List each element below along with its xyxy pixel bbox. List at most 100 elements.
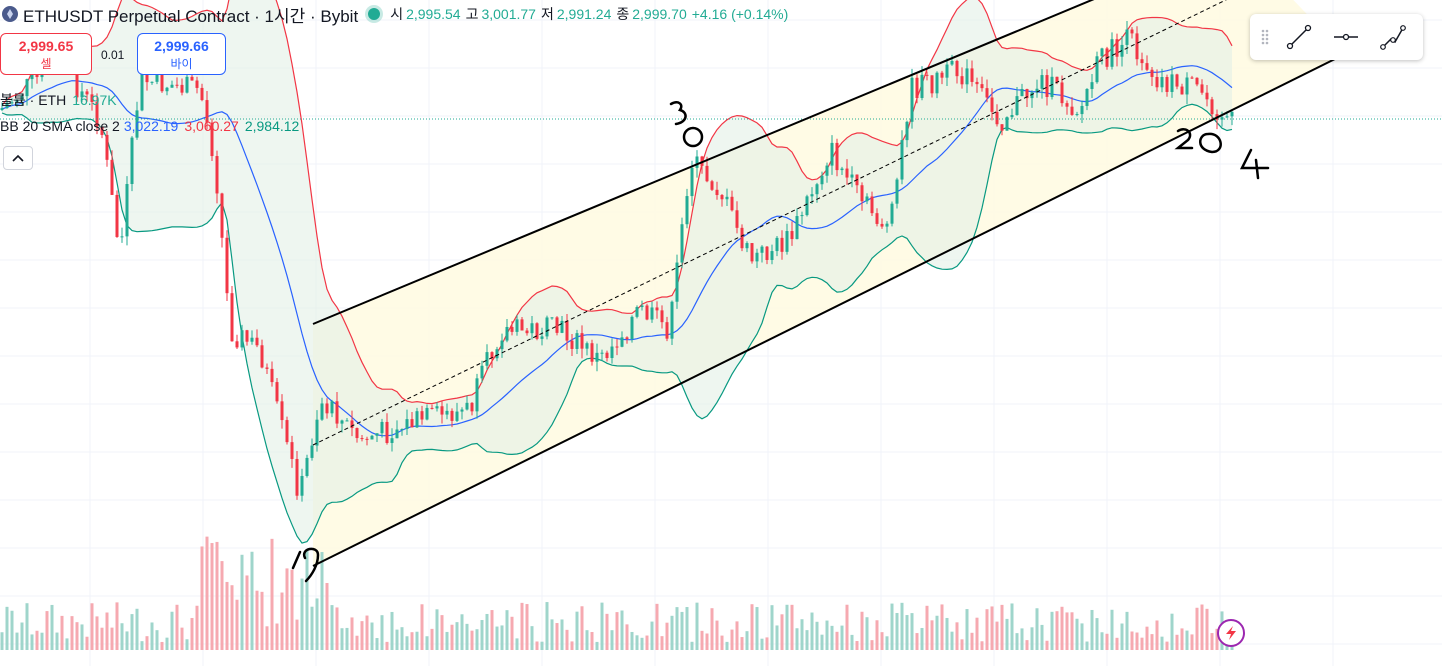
channel-upper-line (312, 0, 1095, 325)
volume-bar (750, 604, 754, 650)
bollinger-legend[interactable]: BB 20 SMA close 2 3,022.19 3,060.27 2,98… (0, 118, 299, 134)
volume-bar (140, 641, 144, 650)
candle-body (245, 330, 249, 342)
horizontal-ray-tool-button[interactable] (1324, 17, 1368, 57)
volume-bar (575, 611, 579, 650)
volume-bar (225, 581, 229, 650)
sell-button[interactable]: 2,999.65 셀 (0, 33, 92, 75)
candle-body (560, 320, 564, 333)
candle-body (505, 326, 509, 341)
volume-bar (1190, 634, 1194, 650)
volume-bar (1100, 632, 1104, 650)
volume-bar (520, 602, 524, 650)
volume-bar (155, 630, 159, 650)
candle-body (345, 420, 349, 422)
volume-bar (935, 615, 939, 650)
volume-bar (1120, 623, 1124, 650)
lightning-icon[interactable] (1217, 619, 1245, 647)
candle-body (130, 137, 134, 185)
candle-body (360, 438, 364, 440)
candle-body (660, 310, 664, 323)
candle-body (330, 401, 334, 414)
volume-bar (410, 632, 414, 650)
volume-bar (460, 614, 464, 650)
candle-body (805, 196, 809, 216)
volume-bar (760, 638, 764, 650)
candle-body (965, 68, 969, 85)
volume-bar (70, 616, 74, 650)
candle-body (640, 305, 644, 308)
candle-body (280, 401, 284, 421)
candle-body (885, 223, 889, 227)
volume-bar (550, 619, 554, 650)
volume-bar (175, 604, 179, 650)
volume-bar (1135, 632, 1139, 650)
candle-body (1160, 77, 1164, 88)
candle-body (535, 323, 539, 339)
candle-body (175, 84, 179, 86)
volume-bar (35, 630, 39, 650)
volume-bar (555, 623, 559, 650)
volume-bar (250, 551, 254, 650)
volume-bar (1205, 608, 1209, 650)
volume-bar (0, 632, 4, 650)
volume-bar (795, 628, 799, 650)
candle-body (375, 433, 379, 436)
candle-body (1085, 88, 1089, 106)
open-label: 시 (390, 6, 404, 22)
candle-body (455, 411, 459, 421)
volume-bar (670, 615, 674, 650)
candle-body (800, 215, 804, 217)
volume-bar (100, 627, 104, 650)
candle-body (365, 438, 369, 440)
candle-body (610, 346, 614, 359)
candle-body (1200, 84, 1204, 93)
buy-button[interactable]: 2,999.66 바이 (137, 33, 226, 75)
volume-bar (1130, 631, 1134, 650)
volume-bar (245, 575, 249, 650)
volume-bar (850, 634, 854, 650)
sell-price: 2,999.65 (18, 38, 74, 54)
volume-bar (1075, 618, 1079, 650)
drag-handle-icon[interactable] (1256, 29, 1274, 45)
candle-body (990, 97, 994, 112)
candle-body (820, 175, 824, 185)
collapse-legend-button[interactable] (3, 146, 33, 170)
candle-body (725, 196, 729, 200)
candle-body (715, 189, 719, 196)
volume-legend[interactable]: 볼륨 · ETH 16.97K (0, 90, 117, 110)
volume-bar (45, 611, 49, 650)
symbol-title[interactable]: ETHUSDT Perpetual Contract · 1시간 · Bybit (23, 6, 359, 26)
volume-bar (55, 632, 59, 650)
volume-bar (1215, 628, 1219, 650)
candle-body (90, 94, 94, 103)
trend-line-tool-button[interactable] (1277, 17, 1321, 57)
candlesticks (0, 20, 1234, 502)
candle-body (860, 185, 864, 202)
volume-bar (445, 631, 449, 650)
candle-body (400, 429, 404, 431)
volume-bar (1070, 612, 1074, 650)
path-tool-button[interactable] (1371, 17, 1415, 57)
volume-bar (1060, 606, 1064, 650)
channel-median-line (312, 0, 1227, 446)
volume-bar (775, 625, 779, 650)
volume-bar (485, 613, 489, 650)
candle-body (5, 102, 9, 109)
candle-body (545, 317, 549, 337)
volume-bar (570, 641, 574, 650)
volume-bar (710, 608, 714, 650)
candle-body (0, 108, 4, 110)
candle-body (185, 76, 189, 93)
volume-bar (170, 611, 174, 650)
volume-bar (80, 624, 84, 650)
volume-bar (530, 626, 534, 650)
candle-body (530, 323, 534, 334)
volume-bar (605, 613, 609, 650)
candle-body (340, 420, 344, 424)
volume-bar (340, 628, 344, 650)
candle-body (220, 193, 224, 238)
volume-bar (400, 627, 404, 650)
volume-bars (0, 536, 1234, 650)
